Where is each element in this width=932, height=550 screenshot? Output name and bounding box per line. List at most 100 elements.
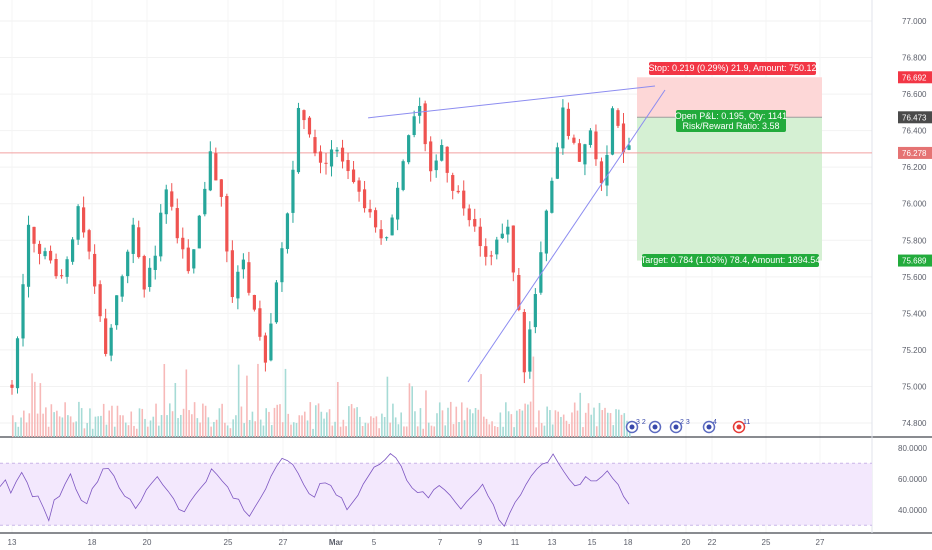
volume-bar bbox=[149, 420, 152, 437]
price-badge-text: 76.278 bbox=[902, 149, 927, 158]
candle-body bbox=[627, 145, 631, 150]
candle-body bbox=[594, 131, 598, 160]
price-tick-label: 76.600 bbox=[902, 90, 927, 99]
volume-bar bbox=[595, 426, 598, 437]
wedge-upper-line[interactable] bbox=[368, 85, 656, 119]
volume-bar bbox=[312, 428, 314, 437]
pnl-label-text: Open P&L: 0.195, Qty: 1141 bbox=[675, 111, 787, 121]
candle-body bbox=[346, 160, 350, 172]
volume-bar bbox=[345, 426, 347, 437]
candle-body bbox=[142, 256, 146, 290]
time-tick-label: 22 bbox=[708, 538, 717, 547]
candle-body bbox=[616, 110, 620, 126]
volume-bar bbox=[287, 413, 290, 437]
candle-body bbox=[489, 255, 493, 257]
event-markers[interactable]: 3 2 2 3 4 11 bbox=[625, 419, 751, 434]
volume-bar bbox=[237, 364, 240, 437]
volume-bar bbox=[491, 421, 493, 437]
volume-bar bbox=[303, 411, 306, 437]
candle-body bbox=[390, 217, 394, 236]
volume-bar bbox=[372, 417, 375, 437]
volume-bar bbox=[248, 420, 251, 437]
time-tick-label: 25 bbox=[762, 538, 771, 547]
volume-bar bbox=[20, 417, 22, 437]
candle-body bbox=[577, 143, 582, 162]
volume-bar bbox=[449, 401, 452, 437]
candle-body bbox=[32, 226, 36, 244]
volume-bar bbox=[28, 413, 31, 437]
candle-body bbox=[550, 180, 554, 213]
volume-bar bbox=[34, 381, 36, 437]
volume-bar bbox=[620, 414, 623, 437]
candle-body bbox=[599, 161, 604, 184]
price-badge-entry: 76.473 bbox=[898, 111, 932, 124]
marker-dot bbox=[652, 424, 658, 430]
volume-bar bbox=[386, 376, 389, 437]
candle-body bbox=[506, 226, 510, 235]
price-tick-label: 75.200 bbox=[902, 346, 927, 355]
candle-body bbox=[434, 160, 438, 171]
volume-bar bbox=[61, 417, 64, 437]
volume-bar bbox=[166, 415, 168, 437]
time-tick-label: 11 bbox=[511, 538, 520, 547]
wedge-lower-line[interactable] bbox=[467, 89, 666, 383]
event-marker-icon[interactable]: 4 bbox=[702, 419, 718, 434]
rsi-tick-label: 80.0000 bbox=[898, 444, 927, 453]
rising-wedge[interactable] bbox=[368, 85, 666, 383]
volume-bar bbox=[582, 427, 584, 437]
volume-bar bbox=[113, 426, 116, 437]
candle-body bbox=[451, 175, 455, 191]
volume-bar bbox=[94, 416, 97, 437]
volume-bar bbox=[557, 411, 559, 437]
volume-bar bbox=[295, 422, 298, 437]
volume-bar bbox=[474, 407, 477, 437]
candle-body bbox=[241, 259, 245, 270]
candle-body bbox=[588, 130, 593, 145]
volume-bar bbox=[246, 375, 248, 437]
candle-body bbox=[572, 137, 576, 143]
volume-bar bbox=[529, 401, 532, 437]
volume-bar bbox=[199, 422, 201, 437]
volume-bar bbox=[469, 409, 471, 437]
volume-bar bbox=[152, 416, 155, 437]
volume-bar bbox=[623, 413, 626, 437]
event-marker-icon[interactable]: 3 2 bbox=[625, 419, 646, 434]
volume-bar bbox=[411, 386, 413, 437]
volume-bar bbox=[31, 373, 33, 437]
volume-bar bbox=[576, 410, 579, 437]
candle-body bbox=[296, 107, 301, 173]
rsi-band bbox=[0, 463, 872, 526]
candle-body bbox=[186, 247, 190, 272]
volume-bar bbox=[427, 422, 430, 437]
volume-bar bbox=[188, 410, 190, 437]
candle-body bbox=[274, 282, 279, 323]
price-badge-text: 76.473 bbox=[902, 113, 927, 122]
time-axis[interactable]: 13 18 20 25 27 Mar 5 7 9 11 13 15 18 20 22 25 27 bbox=[8, 538, 825, 547]
volume-bar bbox=[160, 415, 163, 437]
volume-bar bbox=[171, 411, 174, 437]
candle-body bbox=[21, 284, 25, 339]
price-badge-bg bbox=[898, 254, 932, 267]
event-marker-icon[interactable] bbox=[648, 420, 662, 434]
candle-body bbox=[500, 233, 504, 239]
volume-bar bbox=[215, 419, 218, 437]
event-marker-icon[interactable]: 11 bbox=[732, 419, 751, 434]
volume-bar bbox=[240, 406, 243, 437]
volume-bar bbox=[414, 411, 416, 437]
volume-bar bbox=[53, 412, 55, 437]
volume-bar bbox=[397, 424, 400, 437]
volume-bar bbox=[601, 410, 604, 437]
volume-bar bbox=[494, 426, 496, 437]
stop-label-text: Stop: 0.219 (0.29%) 21.9, Amount: 750.12 bbox=[648, 63, 816, 73]
candle-body bbox=[528, 329, 532, 372]
price-axis[interactable]: 74.800 75.000 75.200 75.400 75.600 75.800 76.0… bbox=[898, 17, 932, 428]
volume-bar bbox=[364, 422, 367, 437]
volume-bar bbox=[540, 423, 543, 437]
volume-bar bbox=[403, 426, 405, 437]
event-marker-icon[interactable]: 2 3 bbox=[669, 419, 690, 434]
marker-badge: 3 2 bbox=[636, 419, 646, 426]
volume-bar bbox=[14, 422, 17, 437]
candle-body bbox=[280, 248, 284, 283]
volume-bar bbox=[218, 408, 221, 437]
volume-bar bbox=[306, 420, 309, 437]
